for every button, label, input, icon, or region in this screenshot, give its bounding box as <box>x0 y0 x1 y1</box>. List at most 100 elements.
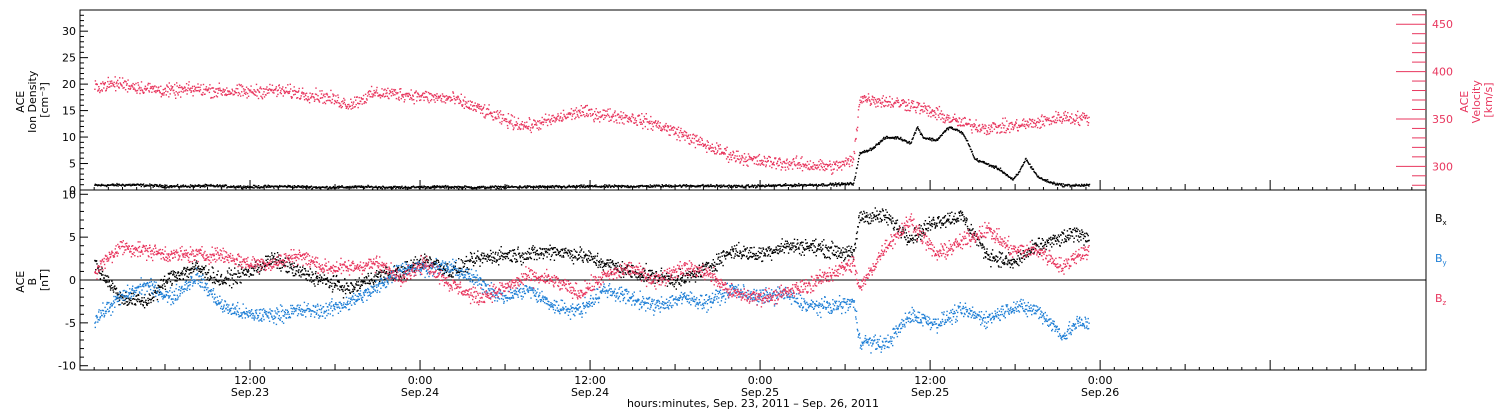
velocity-point <box>325 100 328 102</box>
velocity-point <box>460 93 462 95</box>
velocity-point <box>252 93 255 95</box>
density-point <box>1027 162 1029 164</box>
velocity-point <box>145 89 147 91</box>
bx-point <box>205 265 207 267</box>
velocity-point <box>415 91 417 94</box>
bx-point <box>226 270 229 272</box>
velocity-point <box>468 106 470 109</box>
bx-point <box>400 266 402 268</box>
velocity-point <box>486 107 489 110</box>
bx-point <box>289 267 291 269</box>
bx-point <box>163 283 165 285</box>
bx-point <box>152 292 154 295</box>
velocity-point <box>978 124 981 126</box>
density-point <box>967 143 969 145</box>
velocity-point <box>271 84 274 86</box>
velocity-point <box>225 93 227 95</box>
density-point <box>348 186 350 189</box>
velocity-point <box>692 133 695 135</box>
velocity-point <box>650 115 652 118</box>
velocity-point <box>795 157 797 159</box>
bx-point <box>299 274 301 277</box>
bx-point <box>150 298 153 301</box>
density-point <box>318 186 320 188</box>
velocity-point <box>826 164 828 166</box>
density-point <box>445 187 447 189</box>
velocity-point <box>435 95 438 98</box>
velocity-point <box>1061 120 1064 123</box>
velocity-point <box>428 101 430 104</box>
bx-point <box>183 266 185 269</box>
velocity-point <box>1028 118 1031 120</box>
bx-point <box>353 287 355 289</box>
bx-point <box>242 271 244 274</box>
velocity-point <box>178 86 180 89</box>
velocity-point <box>1056 117 1058 119</box>
bx-point <box>316 275 319 278</box>
density-point <box>629 186 631 189</box>
velocity-point <box>514 124 516 126</box>
velocity-point <box>728 158 731 161</box>
velocity-point <box>306 98 308 101</box>
velocity-point <box>150 87 153 89</box>
density-point <box>115 185 118 187</box>
bx-point <box>152 296 154 299</box>
bx-point <box>110 284 113 286</box>
velocity-point <box>223 91 225 93</box>
velocity-point <box>1079 124 1081 127</box>
density-point <box>977 160 980 162</box>
velocity-point <box>153 85 155 88</box>
density-point <box>960 131 962 134</box>
bx-point <box>168 277 170 279</box>
velocity-point <box>136 92 138 94</box>
density-point <box>772 185 774 187</box>
density-point <box>111 183 114 185</box>
velocity-point <box>796 167 799 169</box>
velocity-point <box>279 87 281 89</box>
bx-point <box>434 262 436 265</box>
velocity-point <box>400 97 402 100</box>
bx-point <box>190 267 193 269</box>
velocity-point <box>426 96 428 98</box>
velocity-point <box>814 166 817 168</box>
velocity-point <box>144 87 146 90</box>
bx-point <box>138 298 140 301</box>
velocity-point <box>164 87 166 90</box>
velocity-point <box>260 95 262 97</box>
velocity-point <box>329 100 332 102</box>
velocity-point <box>679 139 681 142</box>
velocity-point <box>621 122 624 124</box>
density-point <box>209 185 212 187</box>
bx-point <box>340 286 343 289</box>
bx-point <box>368 282 370 285</box>
velocity-point <box>119 82 121 84</box>
velocity-point <box>223 89 225 91</box>
density-point <box>287 184 289 187</box>
density-point <box>987 163 990 165</box>
velocity-point <box>979 128 982 130</box>
velocity-point <box>180 96 182 98</box>
density-point <box>707 185 709 188</box>
velocity-point <box>807 167 810 169</box>
velocity-point <box>869 104 872 106</box>
velocity-point <box>436 93 438 95</box>
bx-point <box>203 267 205 270</box>
density-point <box>362 186 365 188</box>
bx-point <box>361 280 363 282</box>
bx-point <box>105 281 107 284</box>
velocity-point <box>685 134 687 136</box>
density-point <box>540 186 543 189</box>
velocity-point <box>1047 119 1050 122</box>
velocity-point <box>888 104 890 106</box>
bx-point <box>176 280 178 282</box>
bx-point <box>206 273 208 276</box>
velocity-point <box>289 83 291 85</box>
velocity-point <box>833 161 835 163</box>
bx-point <box>324 278 326 280</box>
density-point <box>532 186 534 189</box>
velocity-point <box>582 111 584 113</box>
velocity-point <box>469 108 471 110</box>
velocity-point <box>224 89 226 91</box>
velocity-point <box>457 96 460 98</box>
density-point <box>1045 179 1048 182</box>
